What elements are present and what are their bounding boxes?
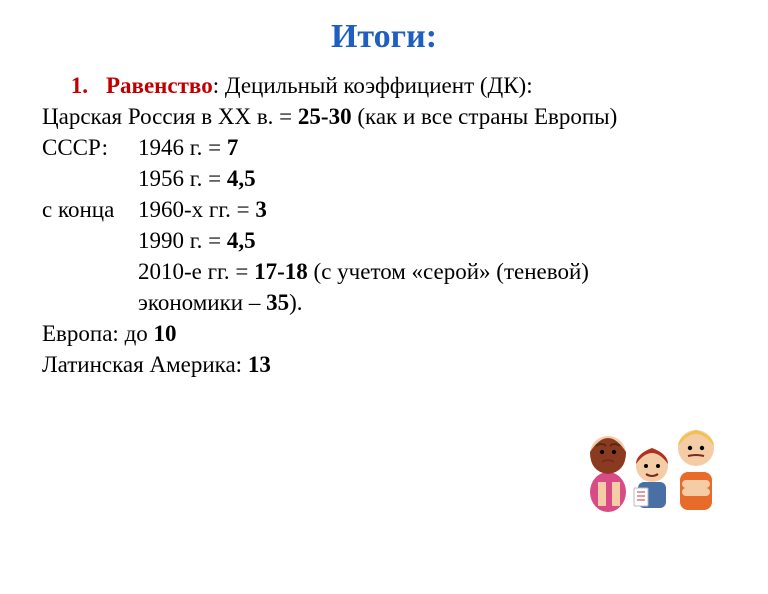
- list-item-1: 1. Равенство: Децильный коэффициент (ДК)…: [42, 70, 726, 101]
- tsarist-pre: Царская Россия в ХХ в. =: [42, 104, 298, 129]
- europe-val: 10: [154, 321, 177, 346]
- family-illustration: [576, 394, 726, 514]
- line-2010-a: 2010-е гг. = 17-18 (с учетом «серой» (те…: [42, 256, 726, 287]
- latam-pre: Латинская Америка:: [42, 352, 248, 377]
- tsarist-val: 25-30: [298, 104, 352, 129]
- ussr-1956-pre: 1956 г. =: [138, 166, 227, 191]
- since-label: с конца: [42, 194, 138, 225]
- y2010-mid: (с учетом «серой» (теневой): [308, 259, 589, 284]
- line-2010-b: экономики – 35).: [42, 287, 726, 318]
- line-tsarist: Царская Россия в ХХ в. = 25-30 (как и вс…: [42, 101, 726, 132]
- content-block: 1. Равенство: Децильный коэффициент (ДК)…: [0, 70, 768, 380]
- page-title: Итоги:: [0, 18, 768, 56]
- y2010-line2-post: ).: [289, 290, 302, 315]
- y2010-line2-pre: экономики –: [138, 290, 266, 315]
- since-1960-val: 3: [255, 197, 267, 222]
- y1990-pre: 1990 г. =: [138, 228, 227, 253]
- ussr-label: СССР:: [42, 132, 138, 163]
- y2010-val: 17-18: [254, 259, 308, 284]
- list-text: Равенство: Децильный коэффициент (ДК):: [106, 70, 533, 101]
- list-number: 1.: [42, 70, 106, 101]
- line-ussr-1956: 1956 г. = 4,5: [42, 163, 726, 194]
- y2010-pre: 2010-е гг. =: [138, 259, 254, 284]
- ussr-1946-val: 7: [227, 135, 239, 160]
- tsarist-post: (как и все страны Европы): [352, 104, 618, 129]
- list-after-head: : Децильный коэффициент (ДК):: [213, 73, 533, 98]
- line-ussr-1946: СССР: 1946 г. = 7: [42, 132, 726, 163]
- since-1960-pre: 1960-х гг. =: [138, 197, 255, 222]
- list-head: Равенство: [106, 73, 213, 98]
- line-1990: 1990 г. = 4,5: [42, 225, 726, 256]
- line-latam: Латинская Америка: 13: [42, 349, 726, 380]
- ussr-1956-val: 4,5: [227, 166, 256, 191]
- y1990-val: 4,5: [227, 228, 256, 253]
- latam-val: 13: [248, 352, 271, 377]
- line-europe: Европа: до 10: [42, 318, 726, 349]
- ussr-1946-pre: 1946 г. =: [138, 135, 227, 160]
- europe-pre: Европа: до: [42, 321, 154, 346]
- line-since-1960: с конца 1960-х гг. = 3: [42, 194, 726, 225]
- y2010-val2: 35: [266, 290, 289, 315]
